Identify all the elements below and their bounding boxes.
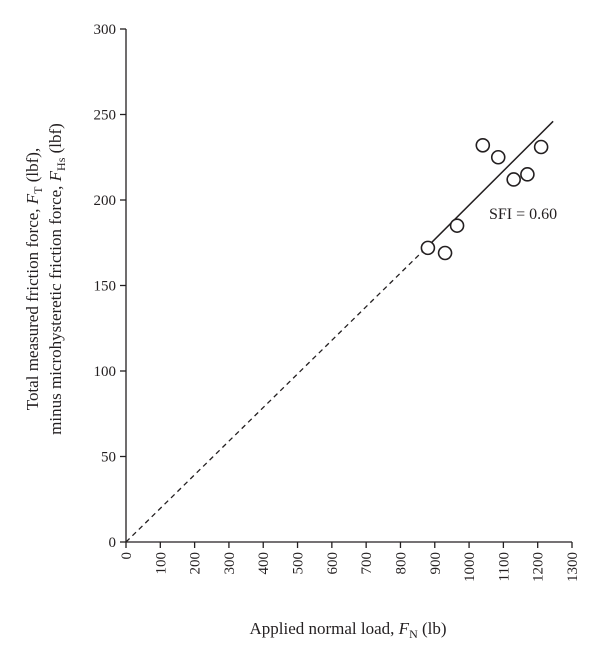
y-axis-title: Total measured friction force, FT (lbf),…: [23, 123, 68, 435]
data-point: [449, 218, 465, 233]
data-point: [420, 240, 436, 256]
y-axis-title-line2: minus microhysteretic friction force, FH…: [46, 123, 68, 435]
fit-line: [427, 120, 554, 247]
sfi-annotation: SFI = 0.60: [489, 206, 557, 223]
data-point: [520, 167, 535, 182]
x-tick-label: 600: [325, 552, 341, 575]
x-tick-label: 500: [291, 552, 307, 575]
x-tick-label: 300: [222, 552, 238, 575]
data-point: [475, 137, 491, 153]
data-points: [420, 137, 549, 261]
x-tick-label: 100: [153, 552, 169, 575]
x-axis-title: Applied normal load, FN (lb): [249, 619, 446, 641]
x-tick-label: 1300: [565, 552, 581, 582]
x-tick-label: 1100: [496, 552, 512, 581]
x-tick-label: 700: [359, 552, 375, 575]
x-tick-label: 0: [119, 552, 135, 560]
fit-line-group: [125, 120, 554, 543]
x-tick-label: 200: [188, 552, 204, 575]
fit-line-extrapolated: [125, 245, 429, 543]
y-tick-label: 50: [101, 450, 116, 466]
x-tick-label: 1200: [531, 552, 547, 582]
y-tick-label: 0: [109, 535, 117, 551]
x-tick-label: 900: [428, 552, 444, 575]
data-point: [506, 172, 521, 187]
y-tick-label: 150: [94, 279, 117, 295]
y-tick-label: 200: [94, 193, 117, 209]
x-tick-label: 1000: [462, 552, 478, 582]
data-point: [533, 139, 549, 155]
y-tick-label: 300: [94, 22, 117, 38]
data-point: [490, 149, 506, 165]
y-axis-title-line1: Total measured friction force, FT (lbf),: [23, 148, 45, 410]
data-point: [437, 245, 453, 261]
y-tick-label: 250: [94, 108, 117, 124]
axes: 0 50 100 150 200 250 300 0 100 200 300 400 500 600 700…: [94, 22, 582, 582]
x-tick-label: 800: [393, 552, 409, 575]
y-tick-label: 100: [94, 364, 117, 380]
x-tick-label: 400: [256, 552, 272, 575]
